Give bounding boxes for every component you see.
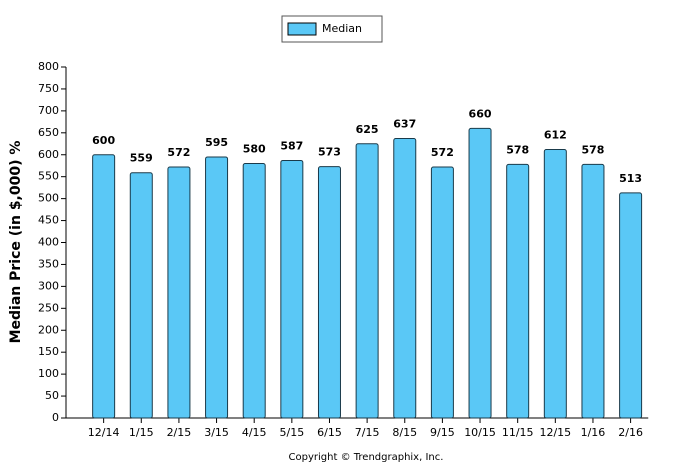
y-tick-label: 600 [38,148,59,161]
y-tick-label: 300 [38,279,59,292]
bar [129,172,153,419]
value-label: 578 [506,143,529,156]
bar [205,156,229,419]
x-tick-label: 5/15 [279,426,304,439]
value-label: 580 [243,143,266,156]
x-tick-label: 12/15 [539,426,571,439]
value-label: 572 [431,146,454,159]
x-tick-label: 1/15 [129,426,154,439]
y-tick-label: 150 [38,345,59,358]
bar [393,138,417,419]
y-tick-label: 0 [52,411,59,424]
y-tick-label: 400 [38,236,59,249]
bar [506,163,530,419]
y-tick-label: 700 [38,104,59,117]
value-label: 578 [581,143,604,156]
y-tick-label: 500 [38,192,59,205]
value-label: 600 [92,134,115,147]
y-tick-label: 100 [38,367,59,380]
x-tick-label: 8/15 [392,426,417,439]
x-tick-label: 7/15 [355,426,380,439]
bar [280,159,304,419]
bar [619,192,643,419]
value-label: 595 [205,136,228,149]
footer: Copyright © Trendgraphix, Inc. [289,452,444,463]
x-tick-label: 3/15 [204,426,229,439]
bar [581,163,605,419]
y-tick-label: 750 [38,82,59,95]
bar [355,143,379,419]
x-tick-label: 11/15 [502,426,534,439]
x-tick-label: 1/16 [581,426,606,439]
legend-label: Median [322,22,362,35]
x-tick-label: 12/14 [88,426,120,439]
x-tick-label: 6/15 [317,426,342,439]
x-tick-label: 2/16 [618,426,643,439]
value-label: 572 [167,146,190,159]
legend-swatch [287,22,317,36]
value-label: 637 [393,118,416,131]
x-tick-label: 4/15 [242,426,267,439]
y-tick-label: 550 [38,170,59,183]
x-tick-label: 9/15 [430,426,455,439]
value-label: 573 [318,146,341,159]
y-tick-label: 250 [38,301,59,314]
y-tick-label: 350 [38,257,59,270]
bar [317,166,341,419]
bar [430,166,454,419]
bar [468,127,492,419]
x-tick-label: 2/15 [167,426,192,439]
value-label: 625 [356,123,379,136]
y-tick-label: 450 [38,214,59,227]
y-tick-label: 50 [45,389,59,402]
y-tick-label: 200 [38,323,59,336]
bar [242,163,266,419]
bar [167,166,191,419]
value-label: 612 [544,128,567,141]
value-label: 513 [619,172,642,185]
y-axis-label: Median Price (in $,000) % [8,141,24,344]
bar [543,148,567,419]
bar [92,154,116,419]
value-label: 587 [280,139,303,152]
y-tick-label: 800 [38,60,59,73]
x-tick-label: 10/15 [464,426,496,439]
value-label: 559 [130,152,153,165]
value-label: 660 [469,107,492,120]
y-tick-label: 650 [38,126,59,139]
